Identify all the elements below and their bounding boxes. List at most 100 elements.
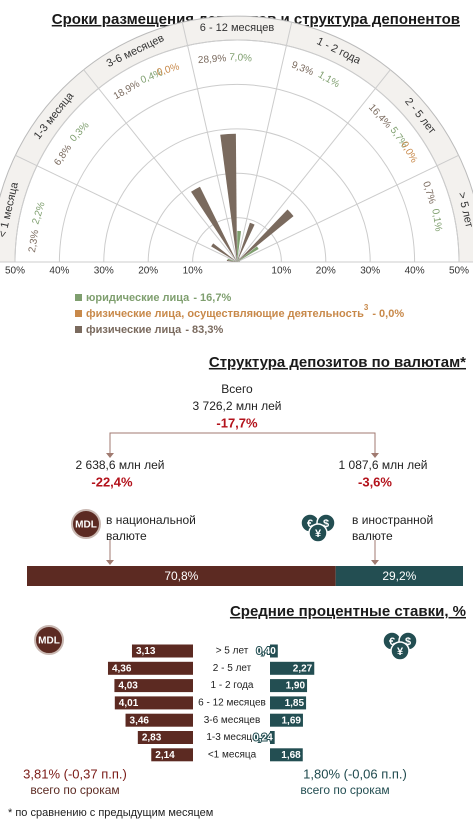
national-change: -22,4% — [91, 474, 133, 489]
rate-category: > 5 лет — [216, 646, 249, 657]
rate-bar — [270, 731, 275, 744]
legend-swatch — [75, 310, 82, 317]
currency-title: Структура депозитов по валютам* — [209, 354, 466, 371]
legend-name: физические лица, осуществляющие деятельн… — [86, 308, 364, 320]
rate-value: 4,01 — [119, 698, 139, 709]
rate-bar — [151, 748, 193, 762]
rate-value: 2,27 — [293, 663, 313, 674]
mdl-icon-text: MDL — [38, 636, 60, 647]
legend-entry: юридические лица - 16,7% — [86, 292, 231, 304]
petal-value-label: 6,8% — [52, 143, 74, 168]
rate-value: 0,40 — [256, 646, 276, 657]
legend-total: - 0,0% — [372, 308, 404, 320]
national-label: в национальной валюте — [106, 513, 196, 543]
petal-value-label: 2,2% — [31, 201, 48, 226]
fx-coin-symbol: € — [307, 518, 313, 530]
legend-entry: физические лица, осуществляющие деятельн… — [86, 303, 404, 320]
rate-category: 2 - 5 лет — [213, 663, 252, 674]
rate-value: 4,36 — [112, 663, 132, 674]
rate-category: 1-3 месяца — [206, 732, 258, 743]
petal — [237, 222, 255, 262]
sector-line — [236, 154, 459, 263]
rate-value: 1,85 — [285, 698, 305, 709]
foreign-change: -3,6% — [358, 474, 392, 489]
mdl-icon — [71, 509, 101, 539]
fx-coin-symbol: $ — [405, 636, 411, 648]
petal — [236, 260, 237, 262]
petal — [227, 258, 237, 262]
sector-line — [181, 22, 238, 263]
rate-bar — [107, 661, 193, 675]
mdl-icon-text: MDL — [75, 520, 97, 531]
r-tick-label: 20% — [316, 266, 336, 277]
rate-bar — [270, 748, 303, 762]
rate-bar — [137, 731, 193, 744]
arrow-heads — [106, 453, 379, 565]
sector-label: 6 - 12 месяцев — [200, 22, 275, 34]
fx-coin — [390, 641, 410, 661]
petal-value-label: 7,0% — [229, 52, 253, 65]
r-tick-label: 30% — [94, 266, 114, 277]
sector-line — [236, 69, 391, 263]
petal — [237, 260, 241, 262]
national-label-box: в национальной валюте — [106, 513, 196, 543]
legend-entry: физические лица - 83,3% — [86, 324, 223, 336]
rate-bar — [270, 696, 307, 710]
petal-value-label: 0,0% — [398, 140, 419, 165]
fx-total: 1,80% (-0,06 п.п.) — [303, 766, 407, 781]
total-change: -17,7% — [216, 415, 258, 430]
legend-total: - 16,7% — [193, 292, 231, 304]
petal-value-label: 16,4% — [366, 102, 393, 130]
foreign-label: в иностранной валюте — [352, 513, 434, 543]
rate-category: 1 - 2 года — [211, 680, 254, 691]
foreign-label-box: в иностранной валюте — [352, 513, 434, 543]
r-tick-label: 40% — [49, 266, 69, 277]
rate-category: 6 - 12 месяцев — [198, 698, 266, 709]
petal-value-label: 0,0% — [156, 62, 181, 79]
r-tick-label: 10% — [183, 266, 203, 277]
rate-bar — [270, 644, 278, 658]
r-tick-label: 50% — [5, 266, 25, 277]
national-amount: 2 638,6 млн лей — [76, 458, 165, 472]
rate-value: 4,03 — [118, 681, 138, 692]
legend-swatch — [75, 294, 82, 301]
rate-bar — [270, 661, 315, 675]
r-tick-label: 10% — [271, 266, 291, 277]
petal — [237, 246, 259, 262]
grid-arc — [147, 172, 327, 263]
r-tick-label: 40% — [405, 266, 425, 277]
rate-bar — [270, 679, 308, 693]
petal-value-label: 0,7% — [420, 180, 437, 205]
rate-value: 1,90 — [286, 681, 306, 692]
petal-value-label: 1,1% — [316, 69, 341, 90]
grid-arc — [14, 39, 460, 263]
mdl-total: 3,81% (-0,37 п.п.) — [23, 766, 127, 781]
sector-line — [236, 22, 293, 263]
fx-coin-symbol: $ — [323, 518, 329, 530]
petal — [237, 230, 242, 262]
total-label: Всего — [221, 382, 253, 396]
petal-value-label: 0,3% — [68, 120, 92, 144]
legend-total: - 83,3% — [185, 324, 223, 336]
rate-value: 0,24 — [253, 733, 273, 744]
connectors — [109, 432, 376, 562]
fx-coin — [308, 523, 328, 543]
sector-line — [83, 69, 238, 263]
share-bar — [27, 566, 336, 586]
grid-arc — [103, 128, 371, 263]
legend-swatch — [75, 326, 82, 333]
share-label: 29,2% — [382, 569, 416, 583]
share-label: 70,8% — [164, 569, 198, 583]
footnote: * по сравнению с предыдущим месяцем — [8, 807, 213, 819]
petal-value-label: 0,1% — [429, 208, 443, 232]
rates-title: Средние процентные ставки, % — [230, 603, 466, 620]
total-amount: 3 726,2 млн лей — [193, 399, 282, 413]
petal-value-label: 9,3% — [290, 60, 315, 79]
petal-value-label: 2,3% — [27, 229, 41, 253]
rate-value: 3,13 — [136, 646, 156, 657]
rate-value: 1,68 — [281, 750, 301, 761]
r-tick-label: 20% — [138, 266, 158, 277]
petal — [191, 186, 237, 262]
petal — [220, 133, 237, 262]
